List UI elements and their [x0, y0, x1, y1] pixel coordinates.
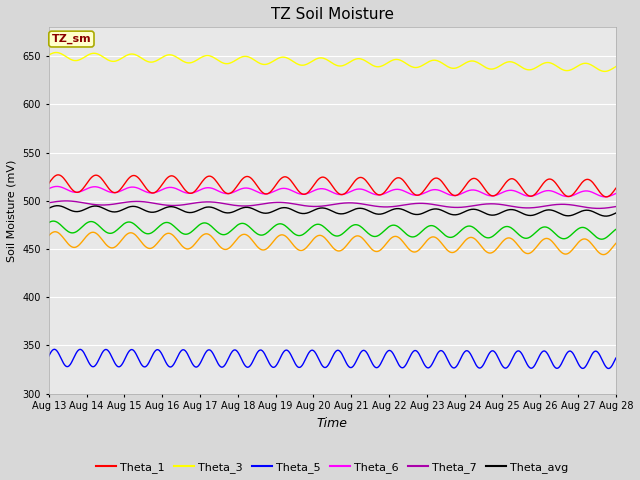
Theta_1 [319, 174, 326, 180]
Line: Theta_3: Theta_3 [49, 52, 616, 72]
Theta_2 [319, 233, 326, 239]
Theta_1 [383, 186, 391, 192]
Theta_7 [595, 205, 603, 211]
Line: Theta_avg: Theta_avg [49, 206, 616, 216]
Theta_6 [319, 186, 326, 192]
Theta_avg [353, 206, 360, 212]
Theta_4 [319, 223, 326, 229]
Theta_5 [51, 347, 58, 352]
Theta_2 [45, 233, 52, 239]
Theta_3 [600, 69, 608, 74]
Theta_7 [319, 203, 326, 209]
Theta_avg [316, 205, 323, 211]
Theta_4 [600, 236, 608, 241]
Line: Theta_1: Theta_1 [49, 175, 616, 197]
Line: Theta_4: Theta_4 [49, 221, 616, 239]
Legend: Theta_1, Theta_2, Theta_3, Theta_4, Theta_5, Theta_6, Theta_7, Theta_avg: Theta_1, Theta_2, Theta_3, Theta_4, Thet… [92, 458, 573, 480]
Theta_1 [353, 176, 360, 182]
Theta_7 [600, 205, 608, 211]
Theta_avg [383, 209, 391, 215]
Theta_4 [598, 236, 606, 242]
Theta_avg [602, 213, 609, 219]
Theta_6 [602, 194, 609, 200]
Line: Theta_6: Theta_6 [49, 186, 616, 197]
Text: TZ_sm: TZ_sm [52, 34, 92, 44]
Theta_3 [600, 69, 607, 74]
Theta_1 [511, 177, 518, 182]
Theta_7 [353, 200, 360, 206]
Theta_1 [612, 185, 620, 191]
Theta_5 [45, 353, 52, 359]
Theta_3 [612, 64, 620, 70]
Theta_6 [353, 186, 360, 192]
Theta_6 [53, 183, 61, 189]
Theta_6 [383, 190, 391, 195]
Theta_3 [353, 56, 360, 62]
Theta_3 [319, 55, 326, 61]
Theta_4 [45, 220, 52, 226]
Theta_5 [511, 351, 518, 357]
Theta_7 [612, 204, 620, 209]
Theta_7 [316, 204, 323, 209]
Theta_avg [612, 210, 620, 216]
Theta_5 [353, 357, 360, 363]
Theta_1 [600, 193, 607, 199]
Theta_2 [316, 232, 323, 238]
Theta_2 [511, 239, 518, 244]
Theta_6 [612, 191, 620, 196]
Theta_2 [612, 240, 620, 246]
Theta_2 [600, 252, 607, 257]
Theta_5 [316, 357, 323, 363]
Theta_4 [49, 218, 57, 224]
Theta_3 [511, 60, 518, 66]
Theta_7 [511, 204, 518, 210]
Theta_7 [62, 198, 70, 204]
Line: Theta_7: Theta_7 [49, 201, 616, 208]
Theta_7 [45, 200, 52, 205]
Theta_avg [600, 213, 607, 219]
Theta_1 [603, 194, 611, 200]
Theta_5 [605, 366, 613, 372]
Theta_5 [600, 360, 607, 365]
Line: Theta_5: Theta_5 [49, 349, 616, 369]
Title: TZ Soil Moisture: TZ Soil Moisture [271, 7, 394, 22]
Theta_7 [383, 204, 391, 210]
Theta_6 [511, 188, 518, 194]
Theta_6 [45, 186, 52, 192]
Theta_2 [52, 229, 60, 235]
X-axis label: Time: Time [317, 417, 348, 430]
Theta_1 [45, 180, 52, 186]
Theta_avg [319, 205, 326, 211]
Theta_5 [383, 348, 391, 354]
Theta_5 [319, 363, 326, 369]
Theta_4 [511, 228, 518, 234]
Line: Theta_2: Theta_2 [49, 232, 616, 254]
Theta_4 [612, 227, 620, 232]
Y-axis label: Soil Moisture (mV): Soil Moisture (mV) [7, 159, 17, 262]
Theta_6 [316, 186, 323, 192]
Theta_4 [316, 221, 323, 227]
Theta_avg [45, 205, 52, 211]
Theta_4 [353, 222, 360, 228]
Theta_5 [612, 355, 620, 361]
Theta_2 [383, 240, 391, 245]
Theta_3 [53, 49, 61, 55]
Theta_3 [383, 60, 391, 66]
Theta_3 [45, 52, 52, 58]
Theta_2 [353, 233, 360, 239]
Theta_avg [511, 207, 518, 213]
Theta_avg [54, 203, 61, 209]
Theta_2 [600, 252, 608, 257]
Theta_6 [600, 194, 607, 200]
Theta_3 [316, 55, 323, 61]
Theta_1 [54, 172, 61, 178]
Theta_4 [383, 225, 391, 231]
Theta_1 [316, 176, 323, 181]
